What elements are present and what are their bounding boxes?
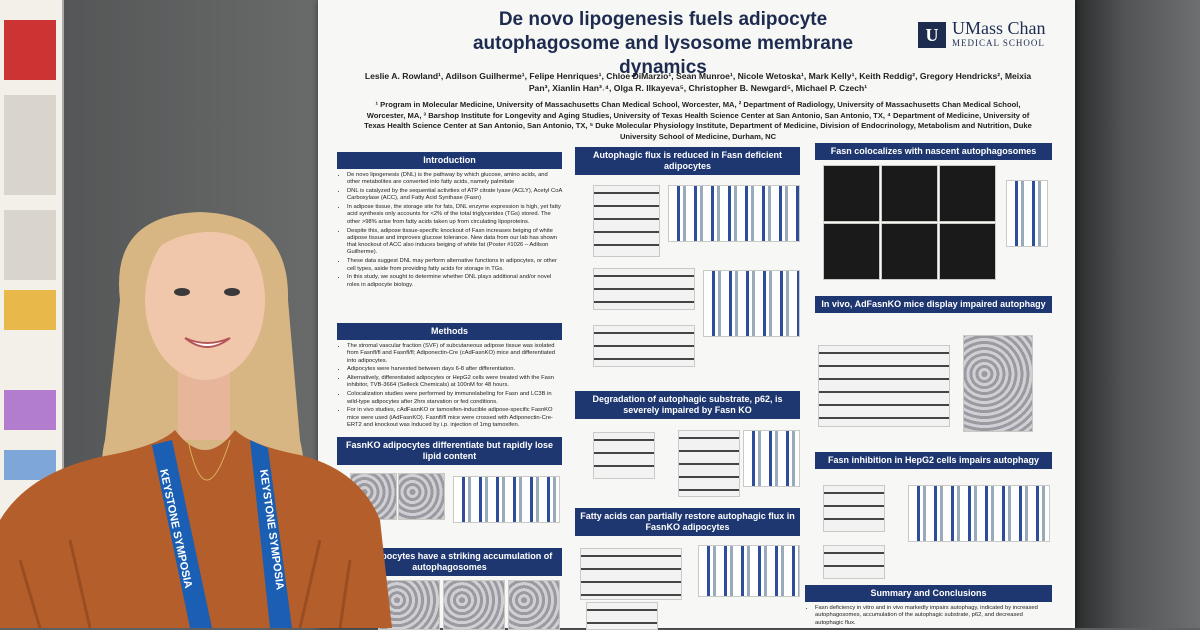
- bullet: Adipocytes were harvested between days 6…: [347, 366, 562, 373]
- figure: [580, 548, 682, 600]
- section-heading: Autophagic flux is reduced in Fasn defic…: [575, 147, 800, 175]
- figure: [593, 185, 660, 257]
- person: KEYSTONE SYMPOSIA KEYSTONE SYMPOSIA: [0, 212, 392, 628]
- section: Degradation of autophagic substrate, p62…: [575, 391, 800, 419]
- bullet-list: Fasn deficiency in vitro and in vivo mar…: [805, 605, 1052, 627]
- necklace: [187, 439, 231, 481]
- section-heading: Summary and Conclusions: [805, 585, 1052, 602]
- figure: [823, 545, 885, 579]
- section: Autophagic flux is reduced in Fasn defic…: [575, 147, 800, 175]
- bullet: De novo lipogenesis (DNL) is the pathway…: [347, 172, 562, 187]
- lanyard-strap: [250, 440, 292, 628]
- figure: [593, 325, 695, 367]
- face: [145, 220, 265, 380]
- bullet: In this study, we sought to determine wh…: [347, 274, 562, 289]
- section: FasnKO adipocytes differentiate but rapi…: [337, 437, 562, 465]
- figure: [698, 545, 800, 597]
- section: Fasn inhibition in HepG2 cells impairs a…: [815, 452, 1052, 469]
- section-heading: Introduction: [337, 152, 562, 169]
- lanyard-strap: [152, 440, 212, 628]
- poster-block: [4, 390, 56, 430]
- section-heading: In vivo, AdFasnKO mice display impaired …: [815, 296, 1052, 313]
- poster-block: [4, 20, 56, 80]
- figure: [818, 345, 950, 427]
- bullet: In adipose tissue, the storage site for …: [347, 204, 562, 226]
- figure: [668, 185, 800, 242]
- figure: [703, 270, 800, 337]
- bullet: Despite this, adipose tissue-specific kn…: [347, 228, 562, 257]
- figure: [678, 430, 740, 497]
- bullet-list: The stromal vascular fraction (SVF) of s…: [337, 343, 562, 429]
- bullet: For in vivo studies, cAdFasnKO or tamoxi…: [347, 407, 562, 429]
- figure: [908, 485, 1050, 542]
- poster-block: [4, 290, 56, 330]
- section-heading: Fasn colocalizes with nascent autophagos…: [815, 143, 1052, 160]
- eye: [174, 288, 190, 296]
- poster-board: [1075, 0, 1200, 628]
- figure: [939, 165, 996, 222]
- figure: [593, 268, 695, 310]
- figure: [881, 165, 938, 222]
- hair: [145, 213, 268, 270]
- poster-block: [4, 210, 56, 280]
- figure: [823, 485, 885, 532]
- figure: [453, 476, 560, 523]
- figure: [963, 335, 1033, 432]
- section: In vivo, AdFasnKO mice display impaired …: [815, 296, 1052, 313]
- authors: Leslie A. Rowland¹, Adilson Guilherme¹, …: [364, 71, 1032, 93]
- sweater: [0, 430, 392, 628]
- logo-mark: U: [918, 22, 946, 48]
- bullet: Fasn deficiency in vitro and in vivo mar…: [815, 605, 1052, 627]
- figure: [586, 602, 658, 630]
- section: Fasn colocalizes with nascent autophagos…: [815, 143, 1052, 160]
- section-heading: Methods: [337, 323, 562, 340]
- figure: [881, 223, 938, 280]
- eye: [224, 288, 240, 296]
- figure: [1006, 180, 1048, 247]
- figure: [939, 223, 996, 280]
- section-heading: Fasn inhibition in HepG2 cells impairs a…: [815, 452, 1052, 469]
- figure: [743, 430, 800, 487]
- figure: [443, 580, 505, 630]
- smile: [184, 337, 231, 348]
- bullet-list: De novo lipogenesis (DNL) is the pathway…: [337, 172, 562, 289]
- logo: U UMass Chan MEDICAL SCHOOL: [918, 18, 1058, 52]
- logo-subtitle: MEDICAL SCHOOL: [952, 38, 1045, 48]
- section: Summary and Conclusions Fasn deficiency i…: [805, 585, 1052, 628]
- section-heading: Degradation of autophagic substrate, p62…: [575, 391, 800, 419]
- poster: De novo lipogenesis fuels adipocyte auto…: [318, 0, 1075, 630]
- section-heading: FasnKO adipocytes differentiate but rapi…: [337, 437, 562, 465]
- section: Introduction De novo lipogenesis (DNL) is…: [337, 152, 562, 290]
- knit: [18, 539, 352, 628]
- figure: [593, 432, 655, 479]
- figure: [823, 165, 880, 222]
- logo-name: UMass Chan: [952, 18, 1046, 38]
- poster-block: [4, 95, 56, 195]
- section-heading: Fatty acids can partially restore autoph…: [575, 508, 800, 536]
- section: Fatty acids can partially restore autoph…: [575, 508, 800, 536]
- affiliations: ¹ Program in Molecular Medicine, Univers…: [364, 100, 1032, 141]
- section: Methods The stromal vascular fraction (SV…: [337, 323, 562, 431]
- bullet: The stromal vascular fraction (SVF) of s…: [347, 343, 562, 365]
- bullet: These data suggest DNL may perform alter…: [347, 258, 562, 273]
- figure: [398, 473, 445, 520]
- bullet: Colocalization studies were performed by…: [347, 391, 562, 406]
- poster-title: De novo lipogenesis fuels adipocyte auto…: [472, 9, 854, 78]
- neighbor-poster: [0, 0, 64, 520]
- bullet: DNL is catalyzed by the sequential activ…: [347, 188, 562, 203]
- poster-block: [4, 450, 56, 480]
- figure: [823, 223, 880, 280]
- bullet: Alternatively, differentiated adipocytes…: [347, 375, 562, 390]
- figure: [508, 580, 560, 630]
